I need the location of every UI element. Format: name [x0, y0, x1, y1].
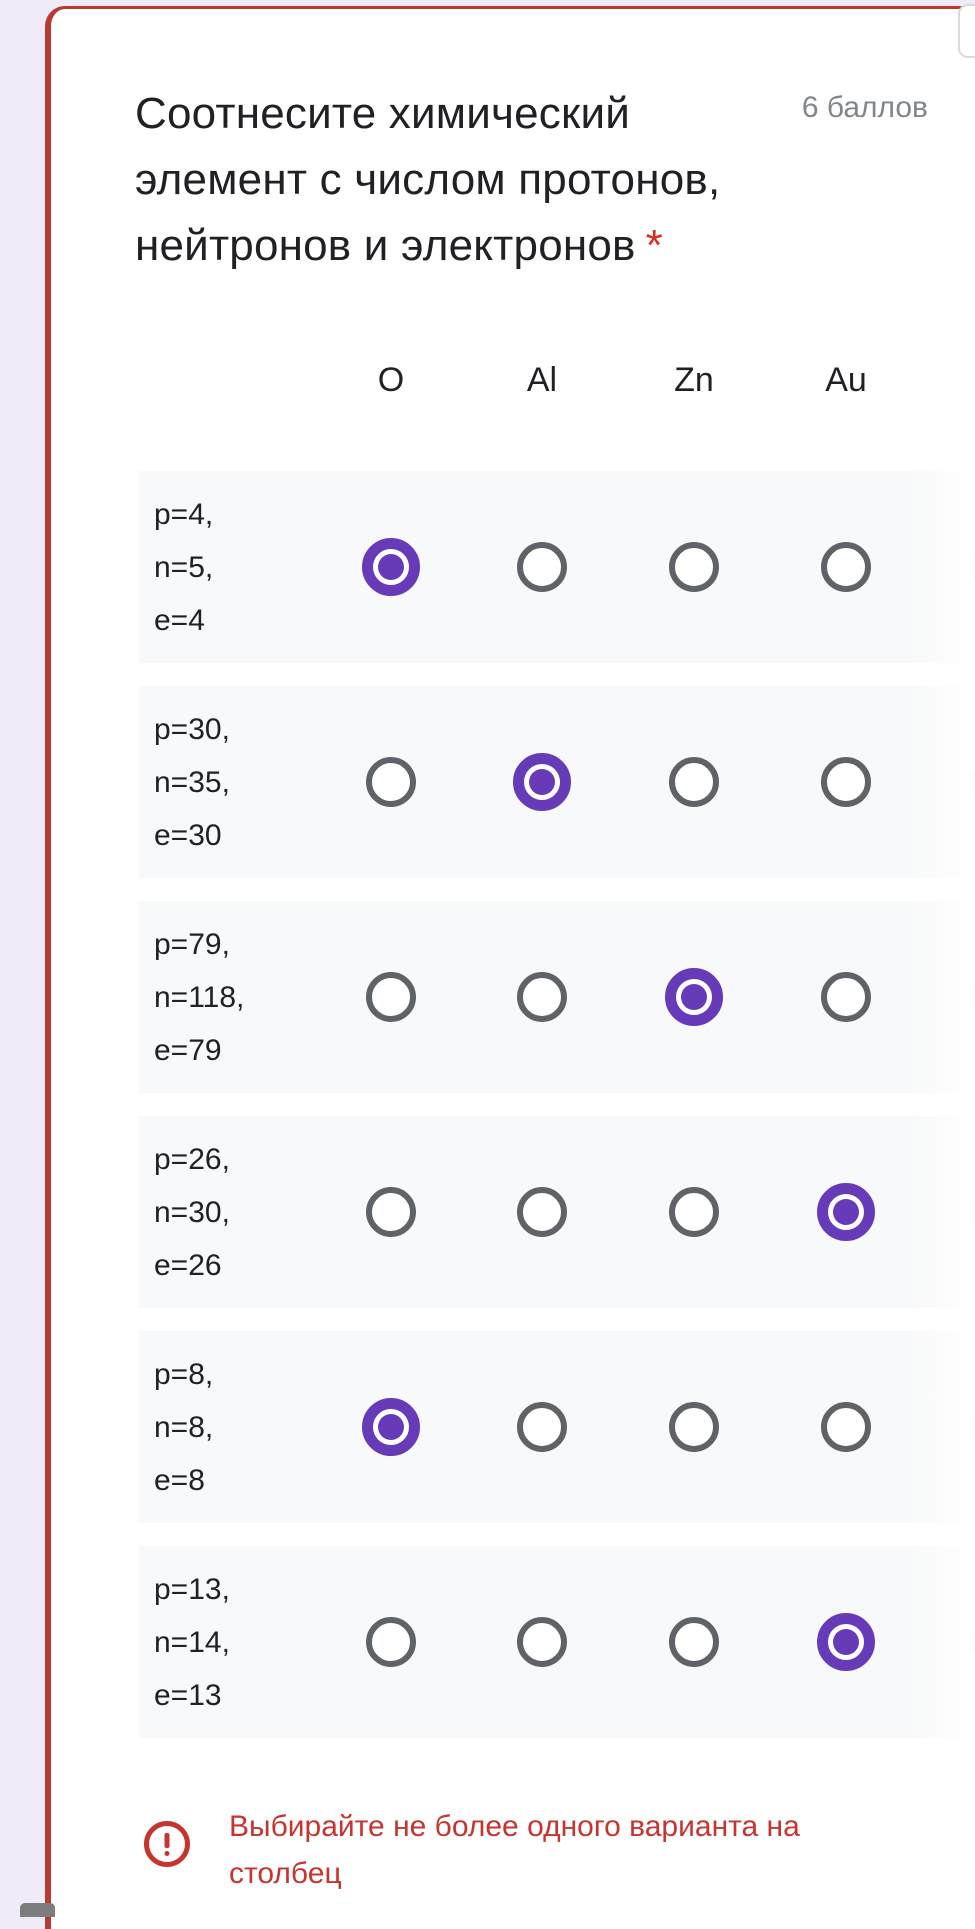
radio-option-o-selected[interactable]	[362, 1398, 420, 1456]
row-label-line: e=13	[154, 1679, 222, 1712]
question-title-line: элемент с числом протонов,	[135, 155, 721, 204]
radio-option-o[interactable]	[366, 757, 416, 807]
column-header-o: O	[377, 361, 405, 399]
row-label-line: n=5,	[154, 551, 214, 584]
radio-option-zn[interactable]	[669, 1617, 719, 1667]
radio-option-au[interactable]	[821, 1402, 871, 1452]
radio-option-offscreen-partial[interactable]	[971, 542, 975, 592]
radio-option-offscreen-partial[interactable]	[971, 757, 975, 807]
radio-option-offscreen-partial[interactable]	[971, 972, 975, 1022]
radio-option-zn[interactable]	[669, 757, 719, 807]
row-label-line: n=8,	[154, 1411, 214, 1444]
row-label-line: e=26	[154, 1249, 222, 1282]
radio-option-zn-selected[interactable]	[665, 968, 723, 1026]
answer-grid: O Al Zn Au p=4, n=5, e=4 p=30, n=35, e=30 p=79, n=…	[139, 9, 975, 1924]
radio-option-al[interactable]	[517, 542, 567, 592]
points-badge: 6 баллов	[801, 91, 928, 124]
radio-option-zn[interactable]	[669, 1402, 719, 1452]
radio-option-au[interactable]	[821, 757, 871, 807]
question-card: Соотнесите химический элемент с числом пр…	[45, 6, 975, 1929]
radio-option-al[interactable]	[517, 1402, 567, 1452]
required-asterisk: *	[645, 221, 663, 270]
row-label-line: p=8,	[154, 1358, 214, 1391]
row-label-line: e=30	[154, 819, 222, 852]
row-label: p=26, n=30, e=26	[154, 1133, 230, 1292]
column-header-zn: Zn	[674, 361, 714, 399]
row-label-line: e=79	[154, 1034, 222, 1067]
grid-row: p=13, n=14, e=13	[139, 1546, 975, 1738]
question-title: Соотнесите химический элемент с числом пр…	[135, 81, 795, 279]
radio-option-offscreen-partial[interactable]	[971, 1187, 975, 1237]
row-label: p=79, n=118, e=79	[154, 918, 244, 1077]
grid-row: p=30, n=35, e=30	[139, 686, 975, 878]
radio-option-zn[interactable]	[669, 1187, 719, 1237]
radio-option-zn[interactable]	[669, 542, 719, 592]
row-label-line: n=118,	[154, 981, 245, 1014]
column-header-al: Al	[526, 361, 558, 399]
radio-option-o[interactable]	[366, 1617, 416, 1667]
radio-option-al[interactable]	[517, 1617, 567, 1667]
radio-option-o[interactable]	[366, 1187, 416, 1237]
radio-option-au[interactable]	[821, 972, 871, 1022]
column-header-au: Au	[825, 361, 867, 399]
row-label-line: e=8	[154, 1464, 205, 1497]
radio-option-au-selected[interactable]	[817, 1183, 875, 1241]
row-label: p=4, n=5, e=4	[154, 488, 213, 647]
radio-option-al-selected[interactable]	[513, 753, 571, 811]
row-label-line: n=14,	[154, 1626, 230, 1659]
question-title-line: нейтронов и электронов *	[135, 221, 663, 270]
radio-option-offscreen-partial[interactable]	[971, 1617, 975, 1667]
row-label-line: p=4,	[154, 498, 214, 531]
grid-row: p=26, n=30, e=26	[139, 1116, 975, 1308]
row-label-line: e=4	[154, 604, 205, 637]
grid-row: p=4, n=5, e=4	[139, 471, 975, 663]
row-label-line: n=30,	[154, 1196, 230, 1229]
radio-option-au[interactable]	[821, 542, 871, 592]
row-label: p=30, n=35, e=30	[154, 703, 230, 862]
radio-option-al[interactable]	[517, 972, 567, 1022]
row-label: p=13, n=14, e=13	[154, 1563, 230, 1722]
grid-row: p=8, n=8, e=8	[139, 1331, 975, 1523]
question-title-line: Соотнесите химический	[135, 89, 631, 138]
column-header-row: O Al Zn Au	[139, 361, 975, 411]
radio-option-al[interactable]	[517, 1187, 567, 1237]
row-label-line: p=13,	[154, 1573, 230, 1606]
radio-option-o[interactable]	[366, 972, 416, 1022]
row-label-line: n=35,	[154, 766, 230, 799]
radio-option-o-selected[interactable]	[362, 538, 420, 596]
grid-row: p=79, n=118, e=79	[139, 901, 975, 1093]
side-panel-sliver	[958, 4, 975, 58]
radio-option-au-selected[interactable]	[817, 1613, 875, 1671]
row-label-line: p=30,	[154, 713, 230, 746]
scrollbar-thumb[interactable]	[20, 1903, 55, 1917]
row-label-line: p=79,	[154, 928, 230, 961]
row-label: p=8, n=8, e=8	[154, 1348, 213, 1507]
row-label-line: p=26,	[154, 1143, 230, 1176]
radio-option-offscreen-partial[interactable]	[971, 1402, 975, 1452]
